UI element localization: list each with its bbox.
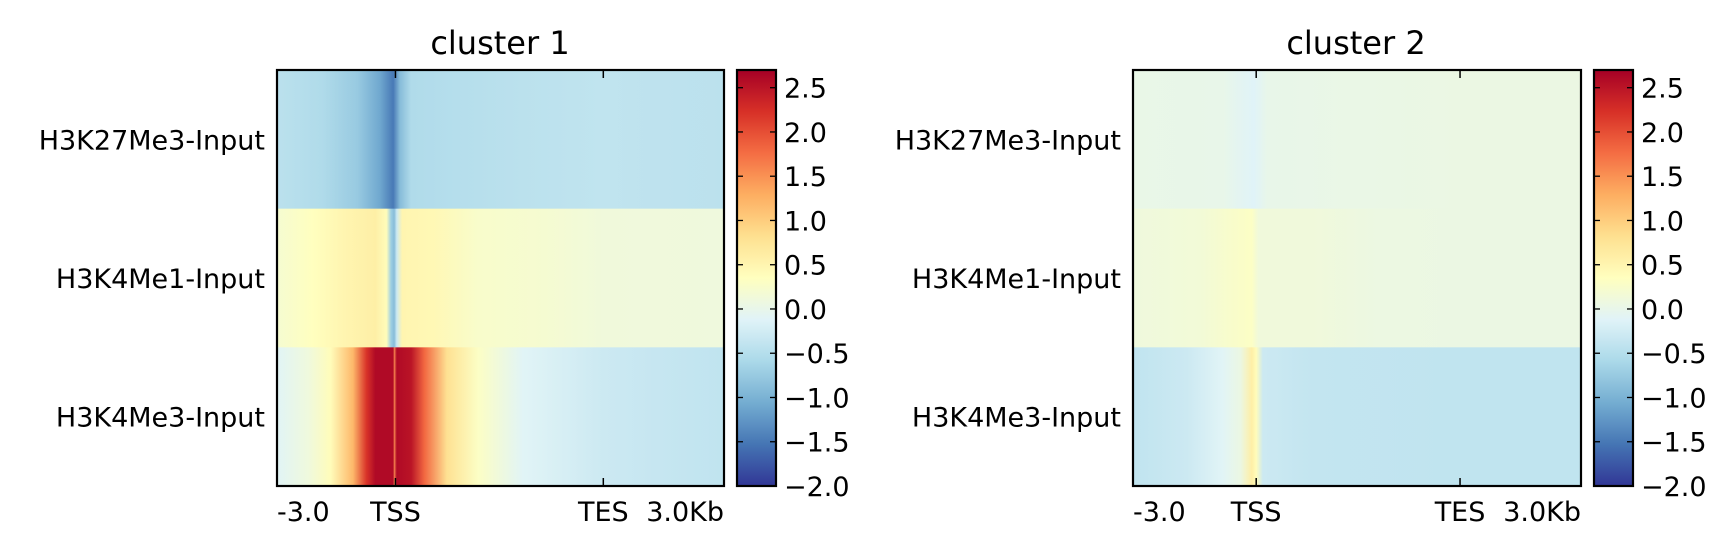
- colorbar-tick-label: 0.0: [1641, 295, 1684, 326]
- row-label: H3K4Me1-Input: [912, 264, 1121, 295]
- heatmap-row-h3k4me1-input: [1133, 208, 1581, 348]
- row-label: H3K27Me3-Input: [895, 125, 1121, 156]
- colorbar-tick-label: 2.5: [1641, 74, 1684, 105]
- heatmap-row-h3k27me3-input: [1133, 70, 1581, 210]
- x-tick-label: TSS: [369, 497, 421, 528]
- colorbar-tick-label: −1.0: [784, 383, 850, 414]
- colorbar-tick-label: −1.5: [1641, 428, 1707, 459]
- colorbar-tick-label: 0.0: [784, 295, 827, 326]
- colorbar-tick-label: −2.0: [784, 472, 850, 503]
- row-label: H3K4Me3-Input: [56, 403, 265, 434]
- colorbar-tick-label: −1.0: [1641, 383, 1707, 414]
- x-tick-label: -3.0: [1133, 497, 1186, 528]
- colorbar-tick-label: 1.5: [784, 162, 827, 193]
- x-tick-label: TES: [577, 497, 629, 528]
- colorbar-tick-label: 2.0: [784, 118, 827, 149]
- x-tick-label: TSS: [1230, 497, 1282, 528]
- colorbar: [735, 68, 778, 488]
- colorbar-tick-label: 2.0: [1641, 118, 1684, 149]
- colorbar-tick-label: −0.5: [784, 339, 850, 370]
- colorbar-tick-label: 1.5: [1641, 162, 1684, 193]
- colorbar-tick-label: 0.5: [784, 251, 827, 282]
- row-label: H3K4Me1-Input: [56, 264, 265, 295]
- panel-title: cluster 1: [430, 24, 569, 62]
- x-tick-label: 3.0Kb: [1503, 497, 1581, 528]
- panel-title: cluster 2: [1286, 24, 1425, 62]
- heatmap-panel-2: cluster 2 H3K27Me3-Input H3K4Me1-Input H3K4…: [895, 24, 1707, 528]
- x-tick-label: TES: [1434, 497, 1486, 528]
- colorbar: [1592, 68, 1635, 488]
- colorbar-tick-label: 1.0: [784, 206, 827, 237]
- colorbar-tick-label: 2.5: [784, 74, 827, 105]
- heatmap-frame: [1131, 68, 1583, 488]
- x-tick-label: 3.0Kb: [646, 497, 724, 528]
- heatmap-row-h3k4me3-input: [277, 347, 724, 487]
- heatmap-row-h3k27me3-input: [277, 70, 724, 210]
- colorbar-tick-label: 0.5: [1641, 251, 1684, 282]
- row-label: H3K27Me3-Input: [39, 125, 265, 156]
- colorbar-tick-label: −1.5: [784, 428, 850, 459]
- x-tick-label: -3.0: [277, 497, 330, 528]
- heatmap-panel-1: cluster 1 H3K27Me3-Input H3K4Me1-Input H3K4…: [39, 24, 850, 528]
- heatmap-row-h3k4me1-input: [277, 208, 724, 348]
- heatmap-row-h3k4me3-input: [1133, 347, 1581, 487]
- row-label: H3K4Me3-Input: [912, 403, 1121, 434]
- colorbar-tick-label: 1.0: [1641, 206, 1684, 237]
- heatmap-frame: [275, 68, 726, 488]
- colorbar-tick-label: −2.0: [1641, 472, 1707, 503]
- colorbar-tick-label: −0.5: [1641, 339, 1707, 370]
